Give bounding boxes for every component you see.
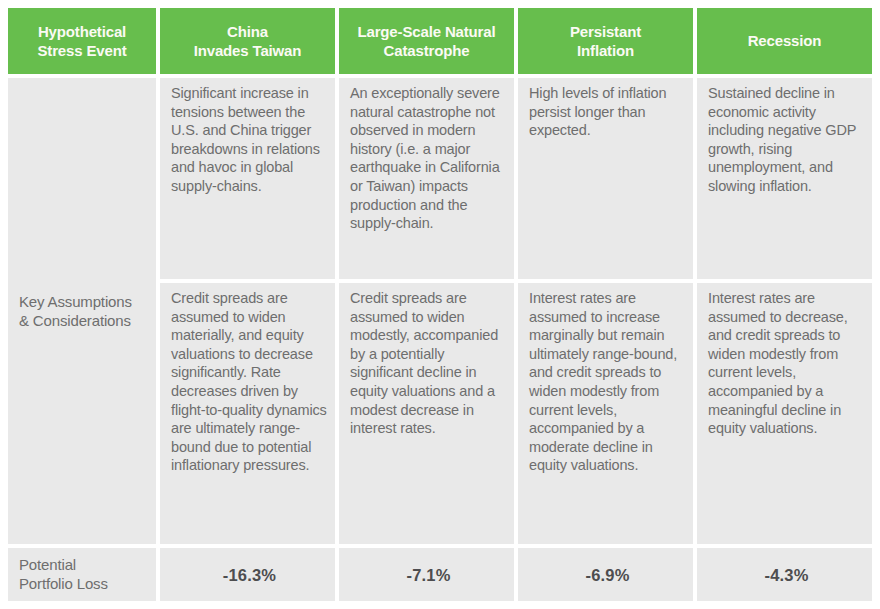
key-assumptions-recession: Interest rates are assumed to decrease, … [697,283,872,544]
stress-test-table: Hypothetical Stress Event China Invades … [8,8,872,601]
header-column-text: Persistant Inflation [570,22,641,61]
scenario-description-text: Significant increase in tensions between… [171,85,320,194]
portfolio-loss-value: -7.1% [406,566,450,585]
header-hypothetical-stress-event: Hypothetical Stress Event [8,8,156,74]
scenario-description-recession: Sustained decline in economic activity i… [697,78,872,279]
header-row-label-text: Hypothetical Stress Event [37,22,126,61]
key-assumptions-text: Credit spreads are assumed to widen mate… [171,290,327,473]
portfolio-loss-value: -6.9% [585,566,629,585]
header-column-text: China Invades Taiwan [194,22,302,61]
portfolio-loss-persistant-inflation: -6.9% [518,548,693,601]
key-assumptions-persistant-inflation: Interest rates are assumed to increase m… [518,283,693,544]
header-large-scale-natural-catastrophe: Large-Scale Natural Catastrophe [339,8,514,74]
key-assumptions-text: Interest rates are assumed to increase m… [529,290,677,473]
key-assumptions-label-text: Key Assumptions & Considerations [19,293,132,330]
scenario-description-persistant-inflation: High levels of inflation persist longer … [518,78,693,279]
header-persistant-inflation: Persistant Inflation [518,8,693,74]
scenario-description-text: High levels of inflation persist longer … [529,85,666,138]
scenario-description-natural-catastrophe: An exceptionally severe natural catastro… [339,78,514,279]
scenario-description-text: An exceptionally severe natural catastro… [350,85,500,231]
portfolio-loss-value: -16.3% [223,566,276,585]
key-assumptions-natural-catastrophe: Credit spreads are assumed to widen mode… [339,283,514,544]
key-assumptions-china-invades-taiwan: Credit spreads are assumed to widen mate… [160,283,335,544]
header-column-text: Recession [748,31,822,51]
portfolio-loss-value: -4.3% [764,566,808,585]
key-assumptions-text: Interest rates are assumed to decrease, … [708,290,848,436]
header-column-text: Large-Scale Natural Catastrophe [357,22,495,61]
scenario-description-china-invades-taiwan: Significant increase in tensions between… [160,78,335,279]
portfolio-loss-china-invades-taiwan: -16.3% [160,548,335,601]
key-assumptions-text: Credit spreads are assumed to widen mode… [350,290,498,436]
header-china-invades-taiwan: China Invades Taiwan [160,8,335,74]
row-label-potential-portfolio-loss: Potential Portfolio Loss [8,548,156,601]
scenario-description-text: Sustained decline in economic activity i… [708,85,856,194]
header-recession: Recession [697,8,872,74]
portfolio-loss-label-text: Potential Portfolio Loss [19,556,108,593]
portfolio-loss-natural-catastrophe: -7.1% [339,548,514,601]
row-label-key-assumptions: Key Assumptions & Considerations [8,78,156,544]
portfolio-loss-recession: -4.3% [697,548,872,601]
